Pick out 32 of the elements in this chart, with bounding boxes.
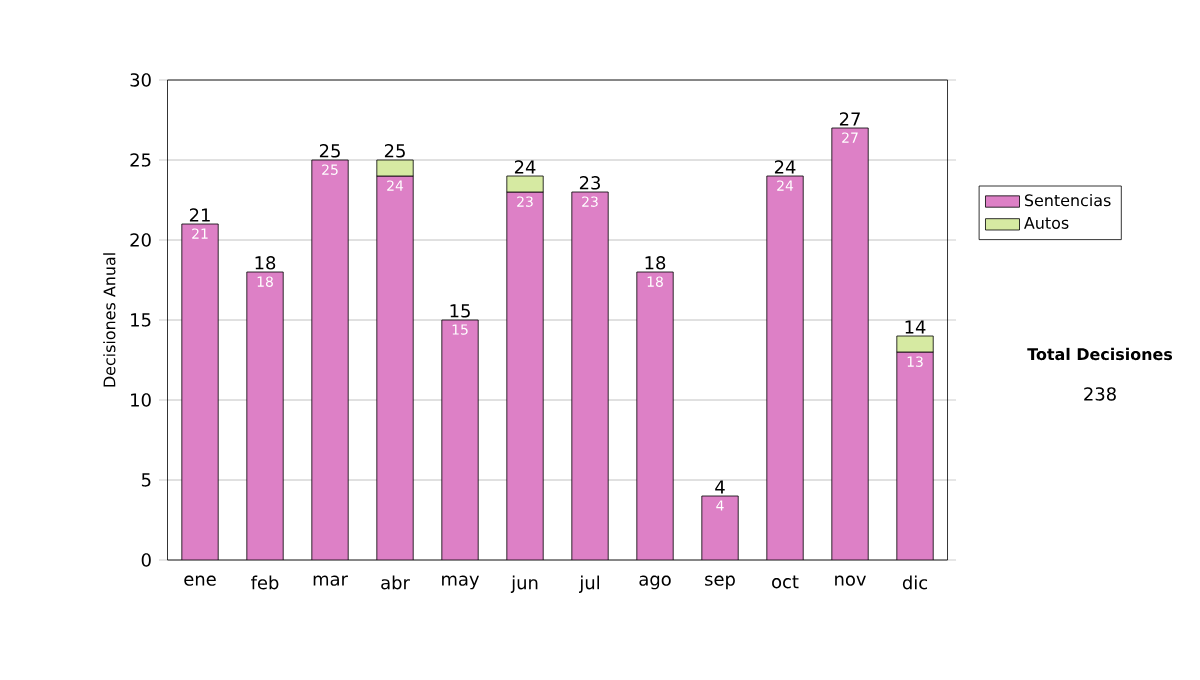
text: 238	[1084, 387, 1116, 401]
total-label: 14	[905, 320, 926, 334]
x-tick-label: ago	[639, 575, 671, 590]
total-label: 15	[450, 304, 470, 318]
total-label: 25	[384, 144, 405, 158]
x-tick-label: sep	[705, 575, 735, 590]
y-tick-label: 5	[141, 473, 151, 487]
x-tick-label: jun	[510, 575, 538, 593]
x-tick-label: mar	[313, 575, 348, 586]
y-tick-label: 25	[130, 153, 151, 167]
total-label: 21	[189, 208, 210, 222]
total-label: 24	[514, 160, 536, 174]
y-tick-label: 20	[130, 233, 151, 247]
y-tick-label: 10	[131, 393, 151, 407]
x-tick-label: ene	[184, 575, 216, 586]
y-tick-label: 15	[131, 313, 151, 327]
total-label: 18	[255, 256, 276, 270]
x-tick-label: abr	[381, 575, 410, 590]
total-label: 4	[715, 480, 725, 494]
x-tick-label: may	[442, 575, 480, 590]
total-label: 18	[645, 256, 666, 270]
x-tick-label: feb	[251, 575, 279, 590]
x-tick-label: oct	[772, 575, 799, 589]
x-tick-label: nov	[835, 575, 866, 586]
y-tick-label: 30	[130, 73, 151, 87]
x-tick-label: dic	[902, 575, 928, 590]
x-tick-label: jul	[579, 575, 600, 593]
total-label: 27	[839, 112, 860, 126]
total-label: 25	[319, 144, 340, 158]
total-label: 23	[579, 176, 600, 190]
y-tick-label: 0	[141, 553, 151, 567]
total-label: 24	[774, 160, 796, 174]
